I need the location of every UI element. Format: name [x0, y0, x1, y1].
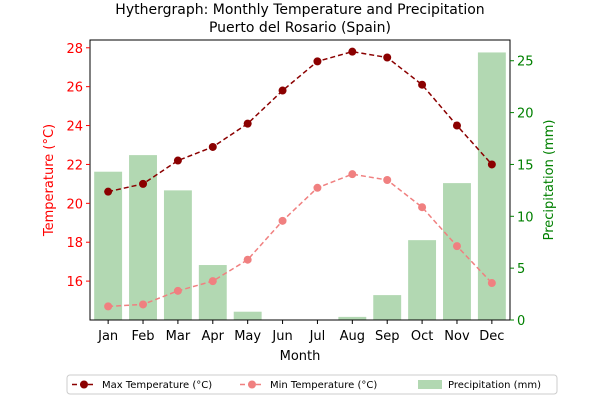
- legend-bar-swatch: [418, 380, 442, 389]
- precipitation-bar: [408, 240, 437, 320]
- legend-marker: [248, 380, 256, 389]
- x-tick-label: Aug: [340, 329, 365, 344]
- y-axis-right: 0 5 10 15 20 25: [510, 55, 534, 329]
- legend: Max Temperature (°C) Min Temperature (°C)…: [66, 374, 558, 395]
- series-point: [208, 142, 217, 151]
- chart-subtitle: Puerto del Rosario (Spain): [209, 20, 391, 36]
- precipitation-bar: [94, 171, 123, 320]
- x-tick-label: Jun: [271, 329, 292, 344]
- x-axis: Jan Feb Mar Apr May Jun Jul Aug Sep Oct Nov Dec: [97, 320, 504, 344]
- x-tick-label: Nov: [444, 329, 470, 344]
- y-left-tick-label: 20: [66, 197, 83, 212]
- precipitation-bar: [477, 52, 506, 320]
- series-line: [107, 50, 493, 193]
- series-point: [139, 179, 148, 188]
- series-point: [383, 176, 392, 184]
- series-point: [104, 302, 113, 311]
- plot-frame: [89, 39, 511, 321]
- series-point: [487, 279, 496, 288]
- series-point: [348, 170, 357, 179]
- x-tick-label: Jul: [309, 329, 326, 344]
- series-point: [278, 216, 287, 225]
- precipitation-bar: [198, 265, 227, 320]
- series-point: [348, 47, 357, 56]
- precipitation-bar: [443, 183, 471, 320]
- series-point: [173, 156, 182, 165]
- x-tick-label: Apr: [202, 329, 225, 344]
- legend-label: Min Temperature (°C): [270, 380, 377, 391]
- y-right-tick-label: 20: [517, 107, 534, 122]
- series-point: [139, 300, 148, 309]
- series-point: [418, 80, 427, 89]
- x-tick-label: Dec: [479, 329, 504, 344]
- y-right-tick-label: 25: [517, 55, 534, 70]
- series-point: [243, 119, 252, 128]
- x-tick-label: Oct: [411, 329, 433, 344]
- series-point: [243, 255, 252, 264]
- precipitation-bar: [129, 155, 157, 320]
- y-axis-right-label: Precipitation (mm): [542, 120, 557, 241]
- x-axis-label: Month: [280, 349, 321, 364]
- legend-marker: [80, 380, 88, 389]
- series-point: [383, 53, 392, 62]
- legend-label: Precipitation (mm): [448, 380, 541, 391]
- y-right-tick-label: 15: [517, 158, 534, 173]
- series-point: [104, 187, 113, 196]
- y-left-tick-label: 16: [66, 275, 83, 290]
- series-line: [108, 173, 493, 308]
- series-point: [487, 160, 496, 169]
- legend-label: Max Temperature (°C): [102, 380, 212, 391]
- x-tick-label: Jan: [97, 329, 118, 344]
- series-point: [313, 183, 322, 192]
- y-left-tick-label: 28: [66, 42, 83, 57]
- series-point: [452, 121, 461, 130]
- y-right-tick-label: 10: [517, 210, 534, 225]
- precipitation-bars: [94, 52, 506, 320]
- temperature-lines: [104, 47, 496, 311]
- y-left-tick-label: 26: [66, 81, 83, 96]
- y-axis-left: 16 18 20 22 24 26 28: [66, 42, 90, 290]
- chart-title: Hythergraph: Monthly Temperature and Pre…: [115, 2, 484, 18]
- x-tick-label: Sep: [375, 329, 400, 344]
- y-right-tick-label: 0: [517, 314, 525, 329]
- series-point: [173, 286, 182, 295]
- series-point: [208, 277, 217, 286]
- y-left-tick-label: 18: [66, 236, 83, 251]
- y-left-tick-label: 24: [66, 120, 83, 135]
- legend-box: [66, 374, 558, 395]
- x-tick-label: Mar: [166, 329, 191, 344]
- precipitation-bar: [373, 295, 402, 320]
- y-axis-left-label: Temperature (°C): [42, 124, 57, 237]
- precipitation-bar: [233, 311, 262, 320]
- series-point: [313, 57, 322, 66]
- precipitation-bar: [338, 316, 367, 320]
- y-left-tick-label: 22: [66, 158, 83, 173]
- series-point: [278, 86, 287, 95]
- precipitation-bar: [163, 190, 192, 320]
- x-tick-label: May: [234, 329, 261, 344]
- series-point: [452, 242, 461, 251]
- x-tick-label: Feb: [132, 329, 155, 344]
- series-point: [418, 203, 427, 212]
- y-right-tick-label: 5: [517, 262, 525, 277]
